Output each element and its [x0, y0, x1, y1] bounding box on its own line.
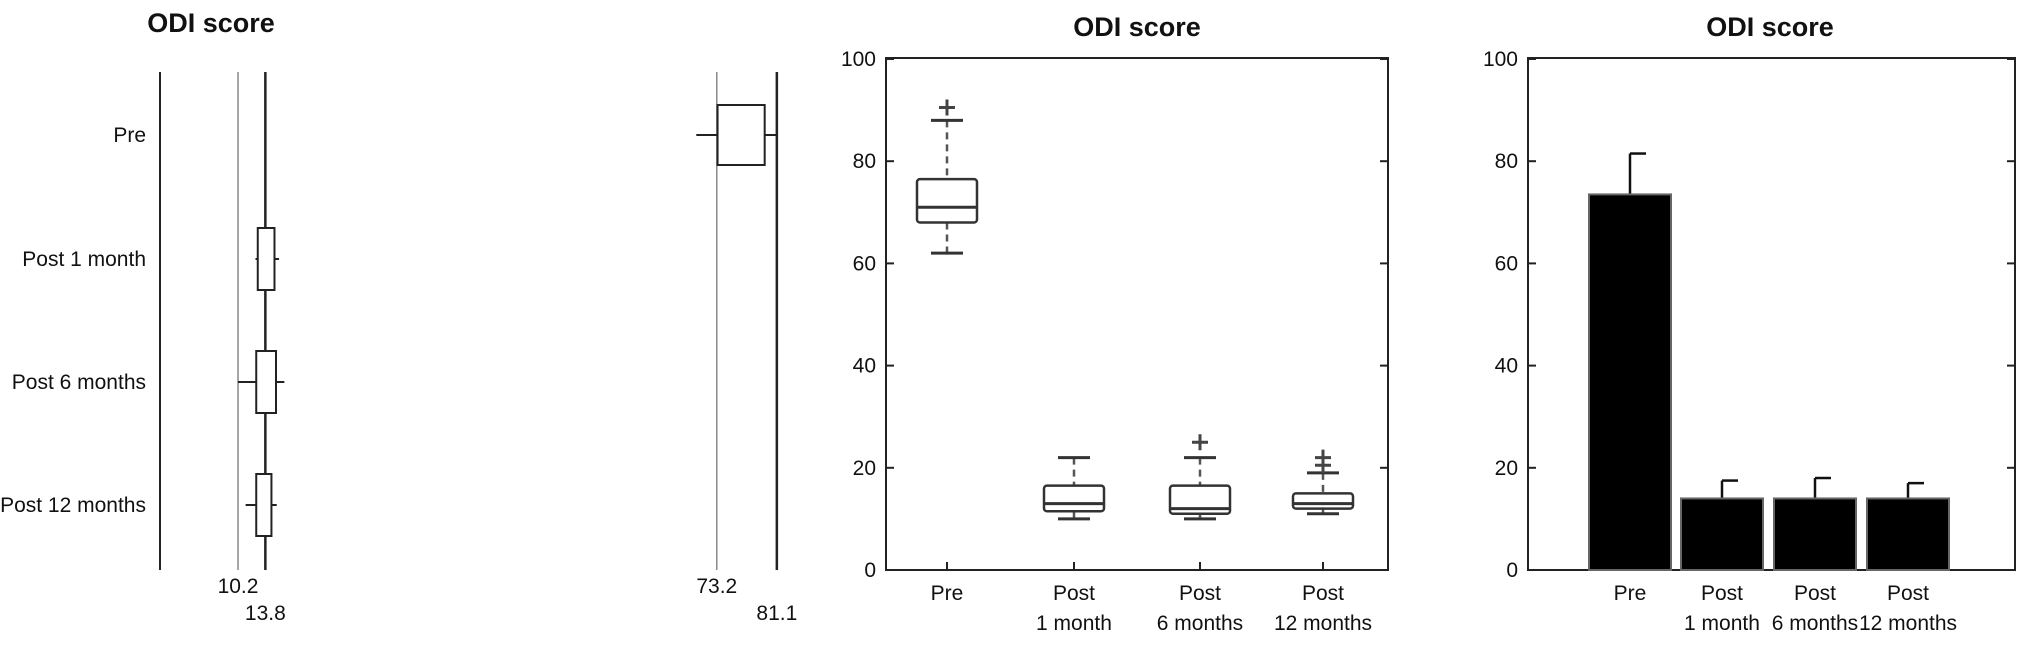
bar-chart-xtick-label-pre: Pre — [1614, 582, 1647, 605]
bar-post-6-months — [1773, 497, 1857, 571]
boxplot-xtick-label-post-12-months: Post 12 months — [1274, 582, 1372, 635]
bar-chart-ytick-label-40: 40 — [1495, 355, 1518, 378]
boxplot-title: ODI score — [1073, 12, 1201, 42]
bar-chart-ytick-label-80: 80 — [1495, 150, 1518, 173]
bar-chart-ytick-label-0: 0 — [1506, 559, 1518, 582]
bar-chart-ytick-label-60: 60 — [1495, 252, 1518, 275]
boxplot-ytick-label-100: 100 — [841, 48, 876, 71]
boxplot-box-pre — [915, 177, 979, 224]
forest-label-post-6-months: Post 6 months — [12, 371, 146, 394]
bar-chart-frame — [1527, 57, 2016, 571]
forest-reference-label-73-2: 73.2 — [696, 575, 737, 598]
forest-plot-title: ODI score — [147, 8, 275, 38]
forest-box-post-6-months — [255, 350, 277, 414]
bar-chart-xtick-label-post-6-months: Post 6 months — [1772, 582, 1858, 635]
bar-chart-ytick-label-20: 20 — [1495, 457, 1518, 480]
bar-chart-xtick-label-post-1-month: Post 1 month — [1684, 582, 1760, 635]
boxplot-xtick-label-pre: Pre — [931, 582, 964, 605]
boxplot-outlier-post-12-months-1 — [1315, 449, 1331, 466]
forest-reference-label-10-2: 10.2 — [218, 575, 259, 598]
boxplot-frame — [885, 57, 1389, 571]
boxplot-ytick-label-0: 0 — [864, 559, 876, 582]
bar-chart-ytick-label-100: 100 — [1483, 48, 1518, 71]
boxplot-xtick-label-post-6-months: Post 6 months — [1157, 582, 1243, 635]
forest-reference-label-13-8: 13.8 — [245, 602, 286, 625]
boxplot-xtick-label-post-1-month: Post 1 month — [1036, 582, 1112, 635]
forest-label-post-12-months: Post 12 months — [0, 494, 146, 517]
boxplot-box-post-1-month — [1042, 484, 1106, 513]
boxplot-ytick-label-40: 40 — [853, 355, 876, 378]
forest-box-post-12-months — [255, 473, 273, 537]
bar-chart-title: ODI score — [1706, 12, 1834, 42]
boxplot-box-post-12-months — [1291, 492, 1355, 510]
forest-label-post-1-month: Post 1 month — [22, 248, 146, 271]
bar-chart-xtick-label-post-12-months: Post 12 months — [1859, 582, 1957, 635]
boxplot-ytick-label-80: 80 — [853, 150, 876, 173]
bar-post-1-month — [1680, 497, 1764, 571]
forest-label-pre: Pre — [113, 124, 146, 147]
boxplot-outlier-pre-0 — [939, 99, 955, 116]
forest-plot-panel: ODI score Pre Post 1 month Post 6 months Po… — [0, 8, 797, 625]
forest-box-post-1-month — [256, 227, 276, 291]
bar-post-12-months — [1866, 497, 1950, 571]
forest-reference-label-81-1: 81.1 — [756, 602, 797, 625]
boxplot-box-post-6-months — [1168, 484, 1232, 516]
boxplot-panel: ODI score 0 20 40 60 80 100 Pre Post 1 month Post… — [841, 12, 1389, 635]
boxplot-ytick-label-20: 20 — [853, 457, 876, 480]
forest-box-pre — [716, 104, 766, 166]
boxplot-ytick-label-60: 60 — [853, 252, 876, 275]
bar-pre — [1588, 193, 1672, 571]
boxplot-outlier-post-6-months-0 — [1192, 434, 1208, 451]
